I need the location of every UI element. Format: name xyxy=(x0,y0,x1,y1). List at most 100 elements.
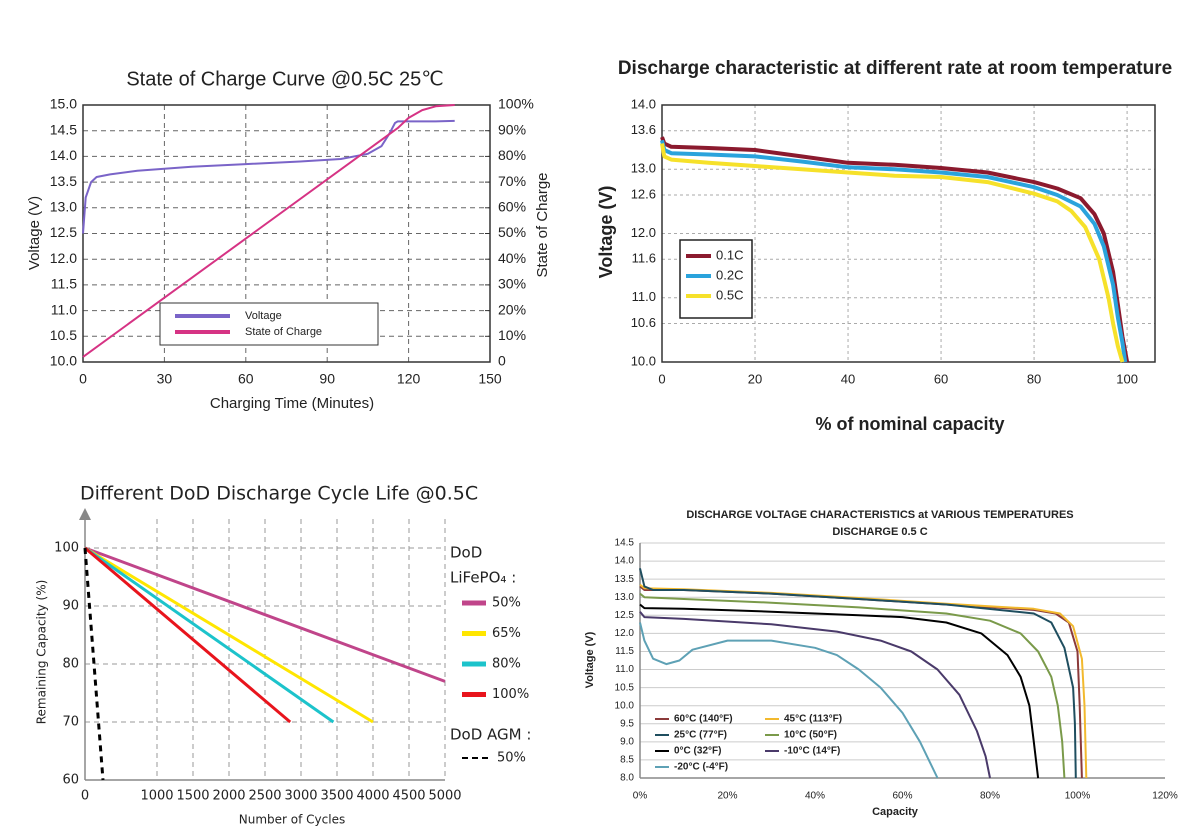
y2-tick-label: 60% xyxy=(498,199,526,215)
x-tick-label: 2000 xyxy=(212,789,245,804)
y2-tick-label: 50% xyxy=(498,224,526,240)
x-tick-label: 1000 xyxy=(140,789,173,804)
x-tick-label: 30 xyxy=(157,371,173,387)
x-tick-label: 100% xyxy=(1065,791,1091,802)
x-axis-label: Capacity xyxy=(872,806,919,818)
y-tick-label: 12.0 xyxy=(50,250,77,266)
y-tick-label: 8.0 xyxy=(620,773,634,784)
x-tick-label: 0 xyxy=(79,371,87,387)
legend-label: 65% xyxy=(492,626,521,641)
y-tick-label: 11.5 xyxy=(51,276,77,292)
y-tick-label: 11.0 xyxy=(615,664,634,675)
x-tick-label: 20% xyxy=(717,791,737,802)
legend-label: Voltage xyxy=(245,310,282,322)
y-tick-label: 13.0 xyxy=(615,592,635,603)
legend-box xyxy=(679,239,753,319)
legend-label: 100% xyxy=(492,687,529,702)
chart-title: Discharge characteristic at different ra… xyxy=(618,58,1172,79)
y-tick-label: 80 xyxy=(62,657,79,672)
x-tick-label: 120% xyxy=(1152,791,1178,802)
data-line xyxy=(639,622,939,779)
y-tick-label: 8.5 xyxy=(620,755,634,766)
y-axis-label: Voltage (V) xyxy=(596,186,616,279)
y-axis-label: Voltage (V) xyxy=(584,631,596,688)
legend-title: DoD AGM : xyxy=(450,726,531,744)
x-tick-label: 0 xyxy=(81,789,89,804)
legend-label: 50% xyxy=(497,751,526,766)
y2-tick-label: 20% xyxy=(498,301,526,317)
x-tick-label: 4000 xyxy=(356,789,389,804)
y-tick-label: 14.0 xyxy=(615,556,635,567)
legend-label: 10°C (50°F) xyxy=(784,730,837,741)
y2-tick-label: 100% xyxy=(498,96,534,112)
y-tick-label: 10.0 xyxy=(631,353,656,368)
x-tick-label: 60 xyxy=(934,371,948,386)
data-line xyxy=(639,568,1077,779)
y2-axis-label: State of Charge xyxy=(534,172,551,277)
chart-title: Different DoD Discharge Cycle Life @0.5C xyxy=(80,483,478,505)
y-tick-label: 12.0 xyxy=(631,225,656,240)
y-axis-label: Voltage (V) xyxy=(26,196,43,270)
x-tick-label: 60 xyxy=(238,371,254,387)
x-tick-label: 40% xyxy=(805,791,825,802)
chart-title: DISCHARGE VOLTAGE CHARACTERISTICS at VAR… xyxy=(686,509,1073,521)
y-tick-label: 10.5 xyxy=(615,682,635,693)
chart-subtitle: DISCHARGE 0.5 C xyxy=(832,526,927,538)
y-tick-label: 12.5 xyxy=(615,610,635,621)
x-tick-label: 20 xyxy=(748,371,762,386)
y-tick-label: 60 xyxy=(62,773,79,788)
y2-tick-label: 80% xyxy=(498,147,526,163)
x-tick-label: 3000 xyxy=(284,789,317,804)
data-line xyxy=(84,546,374,724)
x-tick-label: 40 xyxy=(841,371,855,386)
y-tick-label: 12.0 xyxy=(615,628,635,639)
y2-tick-label: 40% xyxy=(498,250,526,266)
data-line xyxy=(639,592,1066,779)
x-tick-label: 90 xyxy=(319,371,335,387)
legend-label: 60°C (140°F) xyxy=(674,714,733,725)
y-tick-label: 12.5 xyxy=(50,224,77,240)
data-line xyxy=(84,546,292,724)
x-tick-label: 5000 xyxy=(428,789,461,804)
y-tick-label: 11.0 xyxy=(632,289,656,304)
y-tick-label: 13.5 xyxy=(615,574,635,585)
legend-label: -20°C (-4°F) xyxy=(674,762,728,773)
legend-label: 0°C (32°F) xyxy=(674,746,721,757)
y-tick-label: 10.0 xyxy=(615,700,635,711)
data-line xyxy=(84,546,335,724)
legend-label: 25°C (77°F) xyxy=(674,730,727,741)
y-tick-label: 13.0 xyxy=(50,199,77,215)
y-tick-label: 9.0 xyxy=(620,736,634,747)
data-line xyxy=(82,104,455,358)
legend-label: 50% xyxy=(492,596,521,611)
y-tick-label: 11.5 xyxy=(615,646,634,657)
legend-label: 45°C (113°F) xyxy=(784,714,842,725)
x-tick-label: 4500 xyxy=(392,789,425,804)
y2-tick-label: 10% xyxy=(498,327,526,343)
y-tick-label: 100 xyxy=(54,541,79,556)
x-axis-label: % of nominal capacity xyxy=(815,414,1004,434)
y-tick-label: 70 xyxy=(62,715,79,730)
chart-title: State of Charge Curve @0.5C 25℃ xyxy=(126,68,443,90)
y-tick-label: 13.5 xyxy=(50,173,77,189)
y-tick-label: 9.5 xyxy=(620,718,634,729)
y-tick-label: 15.0 xyxy=(50,96,77,112)
legend-label: -10°C (14°F) xyxy=(784,746,840,757)
x-tick-label: 2500 xyxy=(248,789,281,804)
y-tick-label: 14.0 xyxy=(631,96,656,111)
legend-label: 0.2C xyxy=(716,267,743,282)
y-tick-label: 14.5 xyxy=(50,121,77,137)
x-tick-label: 120 xyxy=(397,371,421,387)
y-tick-label: 10.6 xyxy=(631,315,656,330)
y2-tick-label: 30% xyxy=(498,276,526,292)
x-tick-label: 80% xyxy=(980,791,1000,802)
y-tick-label: 14.0 xyxy=(50,147,77,163)
y2-tick-label: 70% xyxy=(498,173,526,189)
data-line xyxy=(84,546,446,683)
data-line xyxy=(83,547,105,781)
y-tick-label: 13.0 xyxy=(631,161,656,176)
legend-title: LiFePO₄ : xyxy=(450,569,516,587)
x-tick-label: 1500 xyxy=(176,789,209,804)
x-tick-label: 80 xyxy=(1027,371,1041,386)
